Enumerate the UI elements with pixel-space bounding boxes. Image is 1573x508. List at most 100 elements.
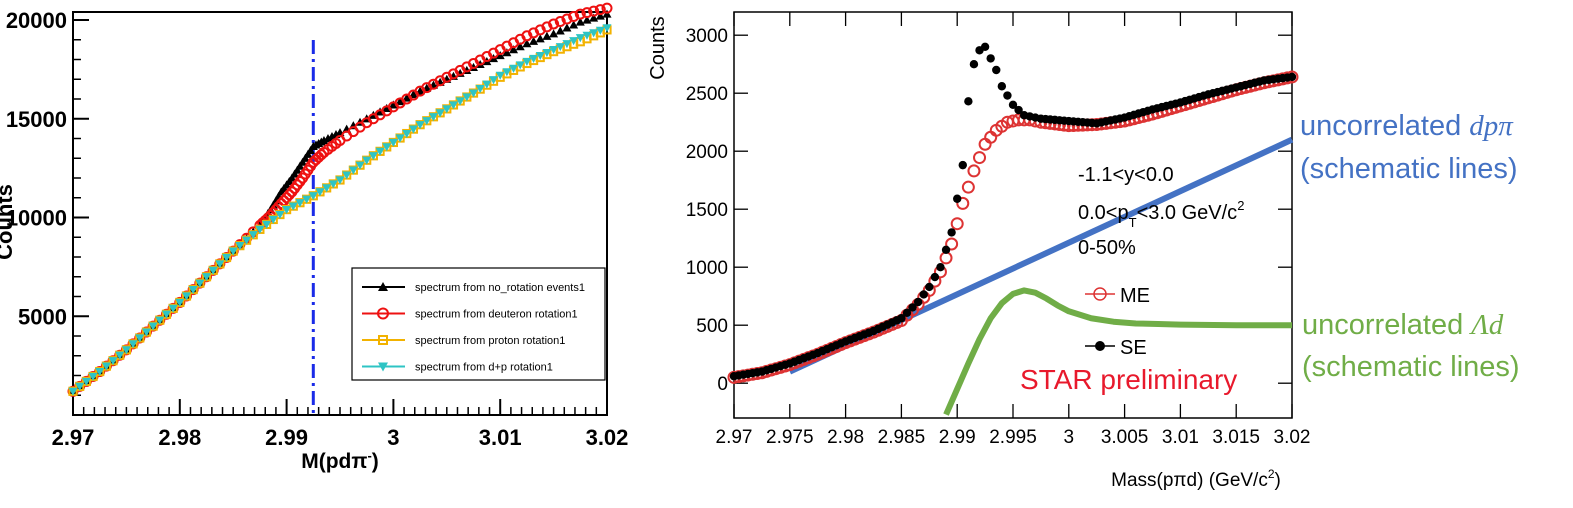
left-data-point bbox=[282, 206, 292, 215]
left-data-point bbox=[222, 253, 232, 262]
left-data-point bbox=[342, 171, 352, 180]
left-data-point bbox=[581, 7, 593, 19]
annotation-pt-b: <3.0 GeV/c bbox=[1137, 202, 1238, 224]
left-data-point bbox=[528, 27, 540, 39]
right-data-point bbox=[956, 196, 970, 210]
uncorrelated-lambdad-line bbox=[943, 287, 1292, 416]
right-data-point bbox=[1014, 105, 1023, 115]
legend-me-label: ME bbox=[1120, 285, 1150, 307]
left-data-point bbox=[88, 372, 98, 381]
left-data-point bbox=[594, 4, 606, 16]
right-data-point bbox=[964, 97, 973, 106]
right-series-se bbox=[729, 42, 1297, 381]
left-data-point bbox=[529, 54, 539, 64]
left-data-point bbox=[435, 109, 445, 118]
right-y-tick-label: 1500 bbox=[686, 200, 728, 221]
left-data-point bbox=[228, 247, 238, 256]
left-legend-marker bbox=[378, 335, 388, 345]
left-data-point bbox=[335, 176, 345, 185]
right-y-tick-label: 3000 bbox=[686, 26, 728, 47]
left-data-point bbox=[395, 96, 405, 106]
right-x-tick-label: 3.02 bbox=[1274, 427, 1311, 448]
lambdad-annotation-line2: (schematic lines) bbox=[1302, 351, 1520, 383]
lambdad-annotation-line1: uncorrelated Λd bbox=[1302, 309, 1504, 341]
right-data-point bbox=[1287, 72, 1297, 82]
left-data-point bbox=[382, 143, 392, 152]
right-data-point bbox=[908, 303, 917, 312]
right-data-point bbox=[958, 160, 967, 170]
right-x-tick-label: 2.97 bbox=[716, 427, 753, 448]
left-x-axis-label: M(pdπ-) bbox=[301, 448, 379, 473]
left-data-point bbox=[408, 125, 418, 134]
left-data-point bbox=[362, 156, 372, 165]
left-data-point bbox=[509, 45, 519, 54]
dppi-annotation-text: uncorrelated bbox=[1300, 110, 1469, 142]
left-data-point bbox=[569, 20, 579, 29]
left-y-axis-label: Counts bbox=[0, 184, 17, 260]
left-x-tick-label: 3 bbox=[387, 425, 399, 450]
right-data-point bbox=[919, 290, 928, 299]
left-data-point bbox=[262, 220, 272, 229]
left-data-point bbox=[242, 236, 252, 245]
left-data-point bbox=[574, 8, 586, 20]
right-x-tick-label: 3 bbox=[1064, 427, 1075, 448]
right-data-point bbox=[936, 263, 945, 272]
left-data-point bbox=[235, 242, 245, 251]
left-data-point bbox=[68, 387, 78, 396]
left-data-point bbox=[415, 121, 425, 130]
left-data-point bbox=[502, 48, 512, 57]
dppi-annotation-line1: uncorrelated dpπ bbox=[1300, 110, 1514, 142]
right-data-point bbox=[961, 180, 975, 194]
left-data-point bbox=[328, 180, 338, 189]
right-y-axis-label: Counts bbox=[647, 16, 669, 79]
right-x-label-sup: 2 bbox=[1268, 467, 1275, 481]
left-data-point bbox=[135, 334, 145, 343]
left-data-point bbox=[141, 328, 151, 337]
left-series-spectrum-from-d-p-rotation1 bbox=[68, 24, 612, 396]
left-data-point bbox=[148, 322, 158, 331]
left-data-point bbox=[215, 260, 225, 269]
left-data-point bbox=[295, 199, 305, 208]
right-x-tick-label: 3.01 bbox=[1162, 427, 1199, 448]
left-data-point bbox=[315, 188, 325, 197]
right-y-ticks: 0 500 1000 1500 2000 2500 3000 bbox=[686, 26, 1292, 395]
left-data-point bbox=[561, 13, 573, 25]
left-data-point bbox=[208, 266, 218, 275]
right-data-point bbox=[897, 314, 906, 323]
left-legend-label: spectrum from d+p rotation1 bbox=[415, 362, 553, 374]
annotation-rapidity: -1.1<y<0.0 bbox=[1078, 164, 1174, 186]
left-data-point bbox=[575, 34, 585, 43]
left-x-tick-label: 2.97 bbox=[52, 425, 95, 450]
left-legend-marker bbox=[378, 362, 388, 372]
left-data-point bbox=[121, 346, 131, 355]
left-x-tick-label: 2.98 bbox=[158, 425, 201, 450]
left-data-point bbox=[548, 18, 560, 30]
left-data-point bbox=[562, 40, 572, 49]
left-data-point bbox=[368, 152, 378, 161]
annotation-pt: 0.0<pT<3.0 GeV/c2 bbox=[1078, 198, 1244, 230]
annotation-centrality: 0-50% bbox=[1078, 237, 1136, 259]
left-data-point bbox=[555, 26, 565, 35]
right-data-point bbox=[947, 228, 956, 237]
lambdad-annotation-text: uncorrelated bbox=[1302, 309, 1471, 341]
left-data-point bbox=[275, 198, 287, 210]
left-y-tick-label: 5000 bbox=[18, 304, 67, 329]
right-data-point bbox=[945, 237, 959, 251]
left-data-point bbox=[95, 367, 105, 377]
left-data-point bbox=[469, 89, 478, 98]
left-data-point bbox=[202, 273, 211, 282]
left-data-point bbox=[181, 292, 191, 301]
left-data-point bbox=[588, 5, 600, 17]
left-x-tick-label: 3.02 bbox=[586, 425, 629, 450]
left-x-ticks: 2.97 2.98 2.99 3 3.01 3.02 bbox=[52, 399, 629, 450]
dppi-annotation-line2: (schematic lines) bbox=[1300, 153, 1518, 185]
right-data-point bbox=[930, 272, 940, 282]
left-data-point bbox=[555, 43, 565, 52]
left-data-point bbox=[549, 29, 559, 38]
right-x-axis-label: Mass(pπd) (GeV/c2) bbox=[1111, 467, 1281, 491]
left-data-point bbox=[281, 192, 293, 204]
left-data-point bbox=[535, 51, 545, 61]
left-data-point bbox=[522, 39, 532, 48]
left-data-point bbox=[515, 61, 525, 70]
left-data-point bbox=[509, 64, 519, 73]
